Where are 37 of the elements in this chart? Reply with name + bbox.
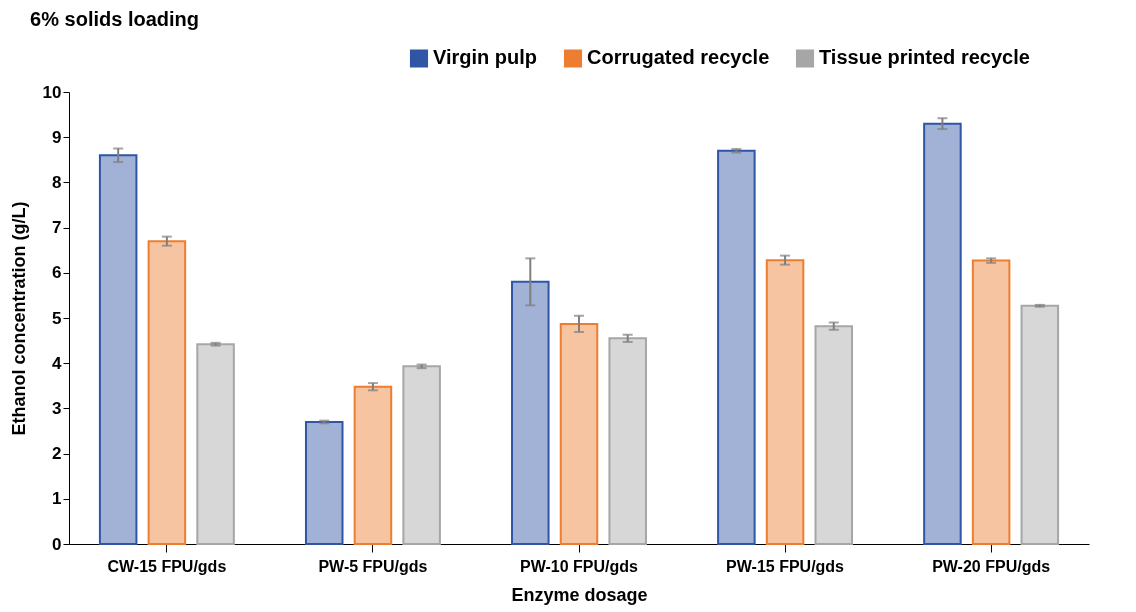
y-tick-label: 9 [52, 127, 62, 147]
bar [147, 240, 187, 545]
bar [717, 149, 756, 545]
bar [353, 385, 393, 545]
x-tick-label: PW-10 FPU/gds [520, 557, 639, 575]
y-tick-label: 6 [52, 263, 62, 283]
y-tick-label: 0 [52, 534, 62, 554]
bar [196, 343, 235, 545]
legend-label: Corrugated recycle [587, 46, 770, 69]
y-tick-label: 5 [52, 308, 62, 328]
bar [814, 325, 854, 545]
legend-label: Virgin pulp [433, 46, 538, 69]
bar [1020, 304, 1060, 545]
y-tick-label: 10 [42, 82, 62, 102]
y-tick-label: 2 [52, 444, 62, 464]
x-tick-label: CW-15 FPU/gds [107, 557, 227, 575]
bar [923, 122, 962, 545]
y-axis-title: Ethanol concentration (g/L) [8, 201, 29, 436]
x-tick-label: PW-5 FPU/gds [318, 557, 428, 575]
y-tick-label: 3 [52, 398, 62, 418]
bar [402, 365, 441, 545]
x-tick-label: PW-15 FPU/gds [726, 557, 845, 575]
x-tick-label: PW-20 FPU/gds [932, 557, 1051, 575]
chart-title: 6% solids loading [30, 8, 200, 30]
bar [971, 259, 1011, 545]
y-tick-label: 4 [52, 353, 63, 373]
bar [765, 259, 805, 545]
x-axis-title: Enzyme dosage [511, 584, 648, 605]
y-tick-label: 8 [52, 172, 62, 192]
y-tick-label: 1 [52, 489, 62, 509]
bar [304, 420, 344, 545]
bar [559, 322, 599, 545]
legend-label: Tissue printed recycle [819, 46, 1030, 69]
bar [98, 154, 138, 545]
bar [511, 280, 550, 545]
y-tick-label: 7 [52, 218, 62, 238]
bar [608, 337, 647, 545]
